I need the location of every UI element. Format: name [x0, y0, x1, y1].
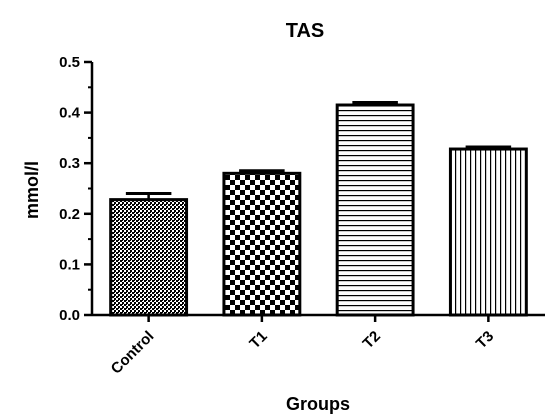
category-label: Control: [108, 328, 158, 378]
y-tick-label: 0.4: [59, 105, 81, 122]
category-labels: Control T1 T2 T3: [108, 328, 497, 378]
y-tick-label: 0.1: [59, 256, 80, 273]
bars: [109, 100, 528, 317]
y-tick-label: 0.2: [59, 206, 80, 223]
chart-title: TAS: [286, 20, 325, 42]
y-tick-label: 0.5: [59, 54, 80, 71]
category-label: T2: [360, 328, 384, 352]
y-tick-label: 0.0: [59, 307, 80, 324]
y-tick-label: 0.3: [59, 155, 80, 172]
category-label: T1: [246, 328, 270, 352]
bar-t2: [335, 103, 415, 317]
y-axis-label: mmol/l: [22, 161, 42, 219]
bar-control: [109, 198, 189, 317]
y-axis: 0.0 0.1 0.2 0.3 0.4 0.5: [59, 54, 94, 324]
bar-t3: [448, 147, 528, 317]
bar-t1: [222, 171, 302, 317]
x-axis-label: Groups: [286, 394, 350, 414]
category-label: T3: [473, 328, 497, 352]
